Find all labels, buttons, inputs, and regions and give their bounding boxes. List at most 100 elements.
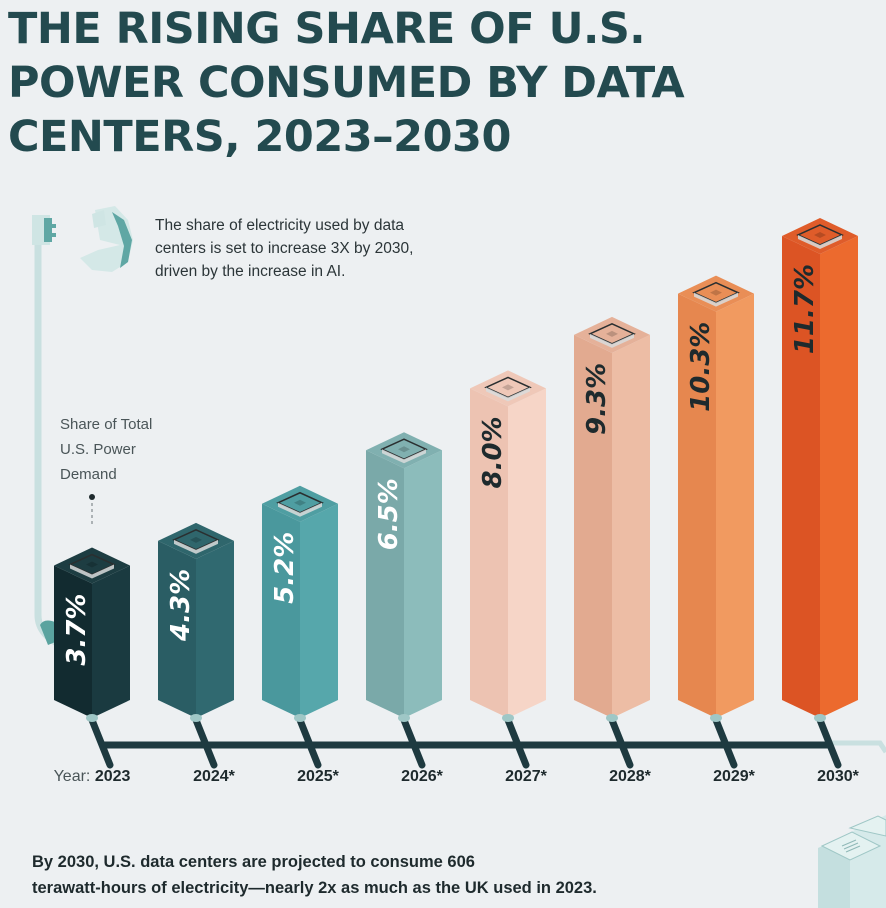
bar-2029: 10.3% xyxy=(678,275,754,722)
bar-value-label: 6.5% xyxy=(374,478,404,550)
bar-connector xyxy=(814,714,826,722)
bar-right-face xyxy=(820,235,858,718)
bar-value-label: 9.3% xyxy=(582,363,612,435)
footer-note: By 2030, U.S. data centers are projected… xyxy=(32,849,597,901)
cpu-chip-pins xyxy=(382,449,426,464)
cpu-chip-core xyxy=(86,561,98,568)
bar-stem xyxy=(608,716,634,769)
cpu-chip-core xyxy=(502,384,514,391)
bar-stem xyxy=(192,716,218,769)
server-rack-icon xyxy=(818,815,886,908)
x-tick-label: Year: 2023 xyxy=(54,768,131,786)
cpu-chip-pins xyxy=(174,539,218,554)
bar-stem xyxy=(88,716,114,769)
x-tick-label: 2026* xyxy=(401,768,443,786)
bar-left-face xyxy=(574,334,612,718)
cpu-chip-pins xyxy=(694,292,738,307)
bar-value-label: 3.7% xyxy=(62,594,92,666)
y-axis-label-line-1: Share of Total xyxy=(60,416,153,433)
year-value: 2029* xyxy=(713,768,755,785)
x-tick-label: 2029* xyxy=(713,768,755,786)
bar-2030: 11.7% xyxy=(782,217,858,722)
bar-2026: 6.5% xyxy=(366,432,442,722)
bar-right-face xyxy=(92,565,130,718)
cpu-chip-core xyxy=(710,289,722,296)
cpu-chip-pins xyxy=(590,333,634,348)
bar-value-label: 8.0% xyxy=(478,416,508,488)
bar-stem xyxy=(816,716,842,769)
year-value: 2028* xyxy=(609,768,651,785)
x-tick-label: 2024* xyxy=(193,768,235,786)
bar-value-label: 11.7% xyxy=(790,264,820,354)
footer-line-1: By 2030, U.S. data centers are projected… xyxy=(32,853,475,871)
timeline-cable xyxy=(830,740,886,754)
bar-left-face xyxy=(678,293,716,718)
y-axis-label-line-2: U.S. Power xyxy=(60,441,136,458)
bar-connector xyxy=(294,714,306,722)
bar-right-face xyxy=(196,540,234,718)
bar-stem xyxy=(296,716,322,769)
title-line-3: CENTERS, 2023–2030 xyxy=(8,112,511,162)
bar-2024: 4.3% xyxy=(158,522,234,722)
year-value: 2024* xyxy=(193,768,235,785)
cpu-chip-core xyxy=(190,536,202,543)
y-axis-label: Share of Total U.S. Power Demand xyxy=(60,412,152,487)
cpu-chip-pins xyxy=(70,564,114,579)
x-tick-label: 2030* xyxy=(817,768,859,786)
bar-stem xyxy=(712,716,738,769)
bar-left-face xyxy=(366,450,404,718)
bar-value-label: 5.2% xyxy=(270,532,300,604)
x-tick-label: 2027* xyxy=(505,768,547,786)
bar-right-face xyxy=(612,334,650,718)
bar-right-face xyxy=(300,503,338,718)
bar-value-label: 10.3% xyxy=(686,322,716,412)
bar-right-face xyxy=(716,293,754,718)
chart-subtitle: The share of electricity used by data ce… xyxy=(155,214,413,283)
subtitle-line-1: The share of electricity used by data xyxy=(155,217,404,234)
bar-connector xyxy=(502,714,514,722)
cpu-chip-core xyxy=(814,231,826,238)
bar-left-face xyxy=(782,235,820,718)
bar-2028: 9.3% xyxy=(574,316,650,722)
bar-left-face xyxy=(158,540,196,718)
cpu-chip-pins xyxy=(278,502,322,517)
year-value: 2026* xyxy=(401,768,443,785)
subtitle-line-2: centers is set to increase 3X by 2030, xyxy=(155,240,414,257)
bar-connector xyxy=(190,714,202,722)
x-axis-label: Year: xyxy=(53,768,95,785)
bar-stem xyxy=(504,716,530,769)
pie-chart-icon xyxy=(80,206,133,272)
bar-2027: 8.0% xyxy=(470,370,546,722)
cpu-chip-pins xyxy=(798,234,842,249)
year-value: 2030* xyxy=(817,768,859,785)
share-label-pointer xyxy=(89,494,95,527)
page-title: THE RISING SHARE OF U.S. POWER CONSUMED … xyxy=(8,2,685,164)
cpu-chip-pins xyxy=(486,387,530,402)
bar-value-label: 4.3% xyxy=(166,569,196,642)
bar-2023: 3.7% xyxy=(54,547,130,722)
x-tick-label: 2025* xyxy=(297,768,339,786)
year-value: 2025* xyxy=(297,768,339,785)
title-line-1: THE RISING SHARE OF U.S. xyxy=(8,4,646,54)
bar-2025: 5.2% xyxy=(262,485,338,722)
cpu-chip-core xyxy=(294,499,306,506)
cpu-chip-core xyxy=(606,330,618,337)
bar-connector xyxy=(606,714,618,722)
bar-stem xyxy=(400,716,426,769)
bar-left-face xyxy=(470,388,508,718)
footer-line-2: terawatt-hours of electricity—nearly 2x … xyxy=(32,879,597,897)
subtitle-line-3: driven by the increase in AI. xyxy=(155,263,346,280)
cpu-chip-core xyxy=(398,446,410,453)
y-axis-label-line-3: Demand xyxy=(60,466,117,483)
timeline xyxy=(88,716,886,769)
bar-right-face xyxy=(508,388,546,718)
x-axis-tick-labels: Year: 2023 2024* 2025* 2026* 2027* 2028* 2029*… xyxy=(0,768,886,798)
bar-connector xyxy=(710,714,722,722)
bar-right-face xyxy=(404,450,442,718)
title-line-2: POWER CONSUMED BY DATA xyxy=(8,58,685,108)
year-value: 2027* xyxy=(505,768,547,785)
x-tick-label: 2028* xyxy=(609,768,651,786)
bar-left-face xyxy=(262,503,300,718)
year-value: 2023 xyxy=(94,768,131,785)
